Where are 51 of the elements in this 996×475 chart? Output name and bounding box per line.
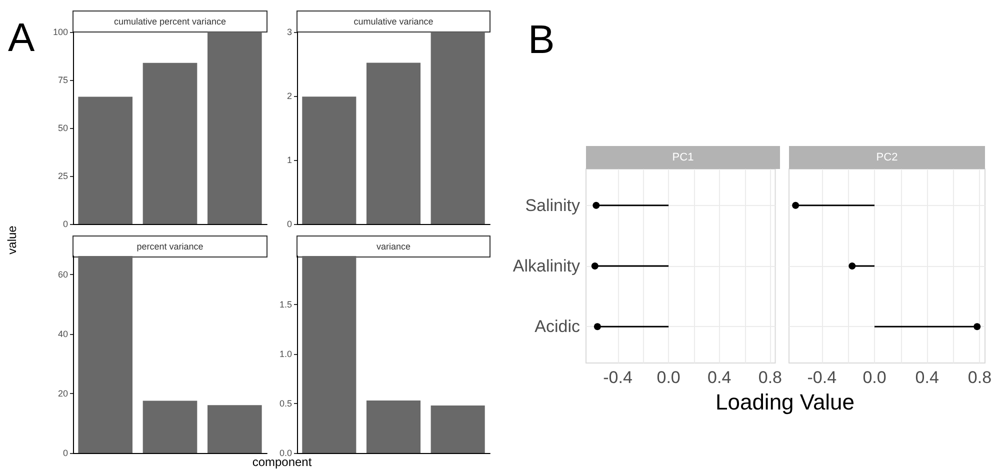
y-tick-label: 100 (52, 27, 68, 37)
y-tick-label: 50 (58, 123, 68, 133)
bar (366, 62, 421, 224)
y-tick-label: 0 (286, 219, 292, 229)
x-tick-label: -0.4 (807, 368, 837, 387)
y-tick-label: 0 (62, 448, 68, 458)
bar (302, 256, 356, 453)
bar (208, 405, 262, 453)
chart-title: PC2 (876, 152, 898, 164)
y-tick-label: 20 (58, 388, 68, 399)
x-axis-title: component (252, 455, 312, 469)
y-tick-label: 0 (62, 219, 68, 229)
chart-title: variance (376, 242, 411, 252)
y-tick-label: 3 (286, 27, 292, 37)
y-tick-label: 1.5 (279, 300, 292, 310)
y-tick-label: 75 (58, 75, 68, 85)
x-tick-label: 0.4 (915, 368, 939, 387)
y-tick-label: 2 (286, 91, 292, 101)
y-tick-label: 1 (286, 155, 292, 165)
y-tick-label: 25 (58, 171, 68, 181)
y-tick-label: Salinity (525, 196, 580, 215)
x-tick-label: 0.8 (968, 368, 992, 387)
x-axis-title: Loading Value (715, 390, 855, 414)
chart-title: cumulative percent variance (114, 16, 226, 26)
y-tick-label: 40 (58, 329, 68, 340)
bar (142, 62, 198, 224)
x-tick-label: 0.4 (708, 368, 732, 387)
bar (208, 32, 262, 224)
chart-title: PC1 (672, 152, 694, 164)
bar (78, 96, 132, 224)
text: B (528, 18, 555, 62)
y-tick-label: 60 (58, 270, 68, 280)
x-tick-label: -0.4 (603, 368, 632, 387)
bar (142, 400, 198, 453)
bar (302, 96, 356, 224)
y-tick-label: Alkalinity (512, 256, 580, 276)
x-tick-label: 0.0 (656, 368, 680, 387)
bar (366, 400, 421, 453)
y-tick-label: 0.0 (279, 448, 292, 458)
y-tick-label: Acidic (534, 317, 580, 336)
chart-title: percent variance (136, 242, 204, 252)
x-tick-label: 0.8 (758, 368, 782, 387)
bar (430, 32, 485, 224)
x-tick-label: 0.0 (862, 368, 886, 387)
text: A (8, 16, 35, 60)
bar (78, 256, 132, 453)
y-tick-label: 1.0 (279, 349, 292, 360)
y-axis-title: value (5, 225, 19, 254)
bar (430, 405, 485, 453)
y-tick-label: 0.5 (279, 398, 292, 409)
chart-title: cumulative variance (354, 16, 434, 26)
